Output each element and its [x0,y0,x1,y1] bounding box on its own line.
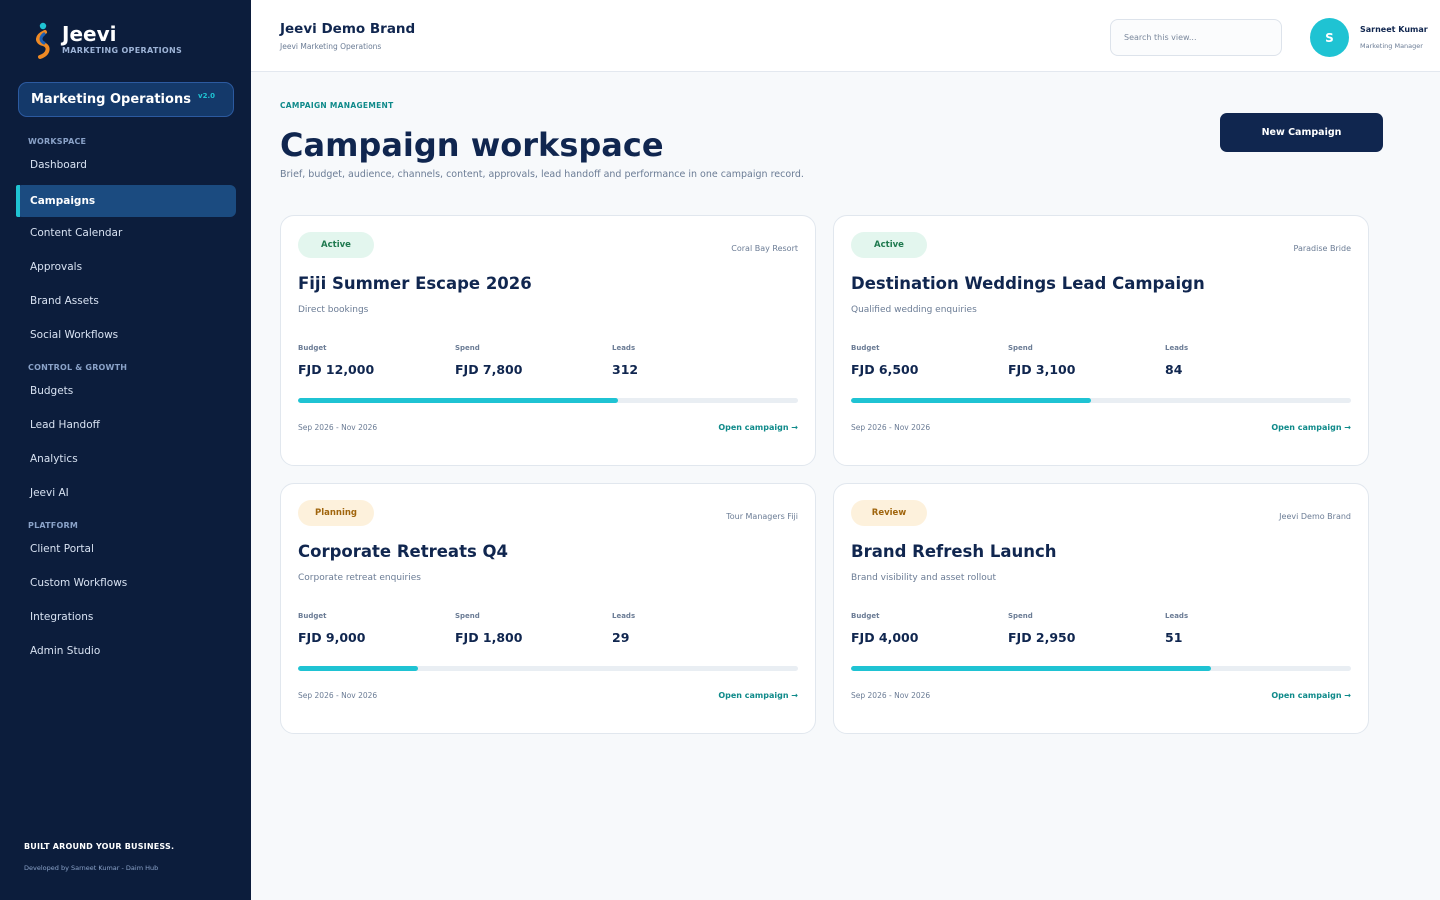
jeevi-logo-icon [32,22,54,60]
nav-section-workspace: WORKSPACE [28,137,87,146]
sidebar-footer-title: BUILT AROUND YOUR BUSINESS. [24,842,175,851]
sidebar-item-budgets[interactable]: Budgets [30,385,74,397]
module-switcher[interactable]: Marketing Operations v2.0 [18,82,234,117]
campaign-goal: Corporate retreat enquiries [298,573,421,583]
page-title: Campaign workspace [280,126,664,164]
leads-value: 29 [612,630,630,645]
status-badge: Active [298,232,374,258]
client-name: Coral Bay Resort [731,244,798,253]
budget-label: Budget [851,612,880,620]
page-description: Brief, budget, audience, channels, conte… [280,169,804,180]
campaign-goal: Brand visibility and asset rollout [851,573,996,583]
logo-subtitle: MARKETING OPERATIONS [62,46,183,55]
sidebar-item-analytics[interactable]: Analytics [30,453,78,465]
progress-fill [298,398,618,403]
campaign-goal: Qualified wedding enquiries [851,305,977,315]
logo-name: Jeevi [62,22,117,46]
spend-value: FJD 2,950 [1008,630,1076,645]
leads-value: 51 [1165,630,1183,645]
sidebar-item-integrations[interactable]: Integrations [30,611,94,623]
budget-value: FJD 9,000 [298,630,366,645]
budget-value: FJD 6,500 [851,362,919,377]
search-input[interactable] [1110,19,1282,56]
open-campaign-link[interactable]: Open campaign → [718,423,798,432]
campaign-dates: Sep 2026 - Nov 2026 [298,691,378,700]
leads-label: Leads [612,344,636,352]
spend-value: FJD 1,800 [455,630,523,645]
open-campaign-link[interactable]: Open campaign → [1271,691,1351,700]
campaign-dates: Sep 2026 - Nov 2026 [851,423,931,432]
status-badge: Planning [298,500,374,526]
sidebar-item-jeevi-ai[interactable]: Jeevi AI [30,487,69,499]
brand-title: Jeevi Demo Brand [280,21,416,37]
new-campaign-button[interactable]: New Campaign [1220,113,1383,152]
spend-value: FJD 3,100 [1008,362,1076,377]
sidebar-item-custom-workflows[interactable]: Custom Workflows [30,577,128,589]
campaign-title: Brand Refresh Launch [851,542,1057,561]
sidebar-item-social-workflows[interactable]: Social Workflows [30,329,119,341]
user-name: Sarneet Kumar [1360,25,1428,34]
leads-label: Leads [1165,612,1189,620]
progress-track [851,666,1351,671]
sidebar-item-lead-handoff[interactable]: Lead Handoff [30,419,100,431]
progress-fill [851,398,1091,403]
campaign-title: Fiji Summer Escape 2026 [298,274,532,293]
budget-value: FJD 4,000 [851,630,919,645]
nav-section-control-growth: CONTROL & GROWTH [28,363,128,372]
top-header: Jeevi Demo Brand Jeevi Marketing Operati… [251,0,1440,72]
logo[interactable]: Jeevi MARKETING OPERATIONS [32,22,182,60]
open-campaign-link[interactable]: Open campaign → [1271,423,1351,432]
user-role: Marketing Manager [1360,42,1423,50]
sidebar-item-admin-studio[interactable]: Admin Studio [30,645,101,657]
campaign-card[interactable]: Planning Tour Managers Fiji Corporate Re… [280,483,816,734]
campaign-dates: Sep 2026 - Nov 2026 [851,691,931,700]
budget-label: Budget [298,344,327,352]
sidebar-item-client-portal[interactable]: Client Portal [30,543,94,555]
page-eyebrow: CAMPAIGN MANAGEMENT [280,101,394,110]
sidebar-footer-credit: Developed by Sarneet Kumar - Daim Hub [24,864,159,872]
leads-label: Leads [612,612,636,620]
progress-fill [298,666,418,671]
progress-fill [851,666,1211,671]
module-version-badge: v2.0 [198,92,215,100]
budget-label: Budget [851,344,880,352]
leads-value: 312 [612,362,639,377]
campaign-card[interactable]: Review Jeevi Demo Brand Brand Refresh La… [833,483,1369,734]
module-label: Marketing Operations [31,92,191,107]
client-name: Jeevi Demo Brand [1279,512,1351,521]
campaign-card[interactable]: Active Coral Bay Resort Fiji Summer Esca… [280,215,816,466]
spend-label: Spend [455,344,480,352]
sidebar-item-approvals[interactable]: Approvals [30,261,83,273]
leads-value: 84 [1165,362,1183,377]
campaign-title: Corporate Retreats Q4 [298,542,509,561]
budget-value: FJD 12,000 [298,362,375,377]
sidebar-item-brand-assets[interactable]: Brand Assets [30,295,99,307]
spend-label: Spend [1008,612,1033,620]
open-campaign-link[interactable]: Open campaign → [718,691,798,700]
brand-subtitle: Jeevi Marketing Operations [280,42,382,51]
sidebar-item-content-calendar[interactable]: Content Calendar [30,227,123,239]
spend-label: Spend [455,612,480,620]
sidebar: Jeevi MARKETING OPERATIONS Marketing Ope… [0,0,251,900]
sidebar-item-dashboard[interactable]: Dashboard [30,159,87,171]
leads-label: Leads [1165,344,1189,352]
client-name: Paradise Bride [1293,244,1352,253]
campaign-title: Destination Weddings Lead Campaign [851,274,1205,293]
avatar[interactable]: S [1310,18,1349,57]
spend-label: Spend [1008,344,1033,352]
sidebar-item-campaigns[interactable]: Campaigns [16,185,236,217]
spend-value: FJD 7,800 [455,362,523,377]
progress-track [851,398,1351,403]
budget-label: Budget [298,612,327,620]
progress-track [298,398,798,403]
campaign-dates: Sep 2026 - Nov 2026 [298,423,378,432]
status-badge: Review [851,500,927,526]
campaign-goal: Direct bookings [298,305,369,315]
nav-section-platform: PLATFORM [28,521,78,530]
campaign-card[interactable]: Active Paradise Bride Destination Weddin… [833,215,1369,466]
client-name: Tour Managers Fiji [726,512,798,521]
progress-track [298,666,798,671]
status-badge: Active [851,232,927,258]
